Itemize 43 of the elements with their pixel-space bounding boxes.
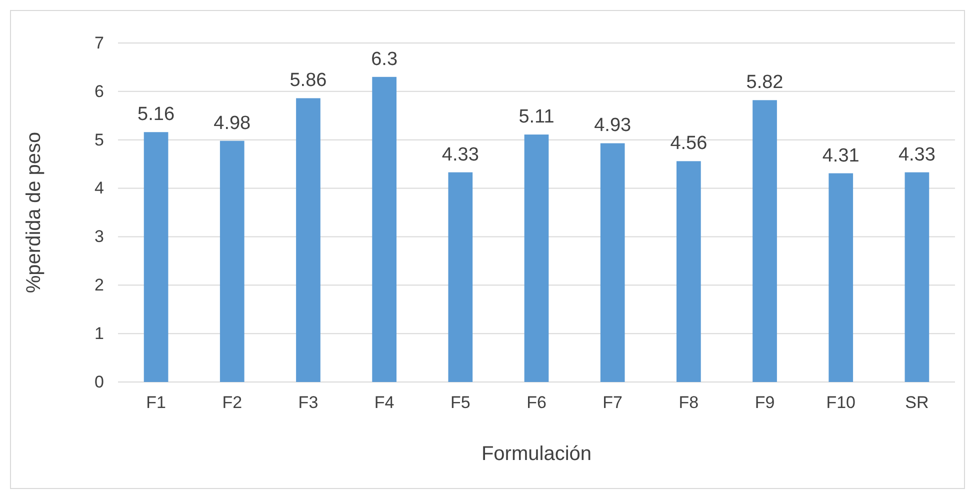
bar: [752, 100, 777, 382]
bar: [828, 173, 854, 382]
data-label: 6.3: [371, 48, 398, 70]
data-label: 5.16: [138, 104, 175, 126]
bar: [524, 134, 549, 382]
bar: [372, 76, 396, 382]
bar: [144, 132, 168, 382]
bar: [904, 172, 930, 382]
x-tick-label: F6: [526, 393, 546, 412]
x-tick-label: F2: [222, 393, 242, 412]
x-tick-label: F3: [298, 393, 318, 412]
x-tick-label: F1: [146, 393, 166, 412]
bar: [676, 161, 701, 382]
x-tick-label: SR: [905, 393, 929, 412]
y-tick-label: 5: [94, 130, 104, 150]
data-label: 4.31: [822, 145, 860, 166]
y-axis-title: %perdida de peso: [23, 132, 45, 294]
bar: [600, 143, 625, 382]
data-label: 5.82: [746, 72, 784, 94]
x-tick-label: F9: [754, 393, 775, 412]
y-tick-label: 2: [94, 276, 104, 295]
y-tick-label: 4: [94, 178, 104, 198]
x-tick-label: F5: [450, 393, 470, 412]
data-label: 5.11: [518, 106, 554, 128]
data-label: 4.33: [442, 144, 479, 166]
y-tick-label: 0: [94, 372, 104, 392]
x-tick-label: F8: [678, 393, 699, 412]
bar: [296, 98, 320, 382]
y-tick-label: 1: [94, 324, 104, 344]
y-tick-label: 6: [94, 82, 104, 101]
data-label: 4.56: [670, 133, 708, 154]
data-label: 4.93: [594, 115, 632, 136]
x-tick-label: F4: [374, 393, 394, 412]
data-label: 4.33: [898, 144, 936, 166]
y-tick-label: 3: [94, 227, 104, 246]
bar: [220, 140, 244, 382]
data-label: 4.98: [214, 112, 251, 134]
x-tick-label: F7: [602, 393, 623, 412]
x-axis-title: Formulación: [481, 443, 592, 465]
data-label: 5.86: [290, 70, 327, 92]
bar: [448, 172, 473, 382]
x-tick-label: F10: [826, 393, 856, 412]
y-tick-label: 7: [94, 33, 104, 52]
